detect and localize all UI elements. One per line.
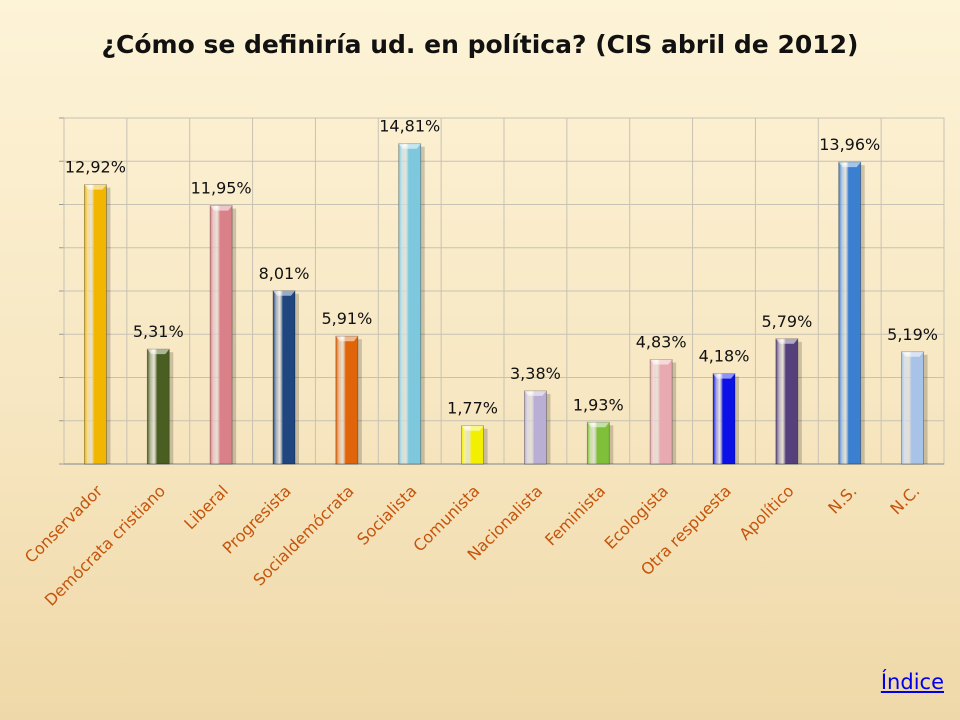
bar: [649, 359, 673, 465]
value-label: 1,77%: [447, 399, 498, 418]
value-labels: 12,92% 5,31% 11,95% 8,01% 5,91% 14,81% 1,77% 3,…: [65, 117, 938, 418]
category-label: N.C.: [886, 481, 923, 518]
category-label: Liberal: [180, 481, 232, 533]
bar: [775, 338, 799, 465]
bar: [335, 335, 359, 465]
value-label: 13,96%: [819, 135, 880, 154]
value-label: 4,18%: [699, 347, 750, 366]
category-label: Apolítico: [735, 481, 797, 543]
category-label: Demócrata cristiano: [41, 481, 169, 609]
value-label: 5,19%: [887, 325, 938, 344]
bar-cap: [461, 425, 484, 431]
bar-cap: [398, 143, 421, 149]
bar: [398, 143, 422, 465]
value-label: 8,01%: [259, 264, 310, 283]
grid: [59, 117, 945, 465]
bar: [838, 161, 862, 465]
bar-cap: [335, 336, 358, 342]
bar-cap: [587, 422, 610, 428]
bar: [712, 373, 736, 465]
bar-cap: [713, 373, 735, 379]
bar-cap: [775, 338, 798, 344]
category-label: N.S.: [824, 481, 860, 517]
value-label: 5,91%: [321, 309, 372, 328]
value-label: 3,38%: [510, 364, 561, 383]
bar-cap: [901, 351, 924, 357]
bar-cap: [273, 290, 295, 296]
bar-cap: [838, 162, 861, 168]
bar: [461, 425, 484, 465]
value-label: 11,95%: [191, 179, 252, 198]
value-label: 4,83%: [636, 333, 687, 352]
value-label: 5,79%: [761, 312, 812, 331]
chart-title: ¿Cómo se definiría ud. en política? (CIS…: [101, 30, 859, 59]
bar: [209, 205, 233, 465]
value-label: 1,93%: [573, 395, 624, 414]
bar-cap: [84, 184, 107, 190]
bar-cap: [147, 349, 170, 355]
bar: [524, 390, 547, 465]
value-label: 12,92%: [65, 158, 126, 177]
bar: [272, 290, 296, 465]
category-label: Feminista: [541, 481, 609, 549]
bar: [146, 348, 170, 465]
bar: [586, 421, 610, 465]
value-label: 14,81%: [379, 117, 440, 136]
bar: [84, 184, 107, 465]
bar: [901, 351, 924, 465]
bar-cap: [650, 359, 673, 365]
value-label: 5,31%: [133, 322, 184, 341]
category-label: Socialista: [353, 481, 420, 548]
bar-cap: [524, 390, 547, 396]
index-link[interactable]: Índice: [880, 670, 944, 694]
bars: [84, 143, 928, 465]
bar-cap: [210, 205, 233, 211]
